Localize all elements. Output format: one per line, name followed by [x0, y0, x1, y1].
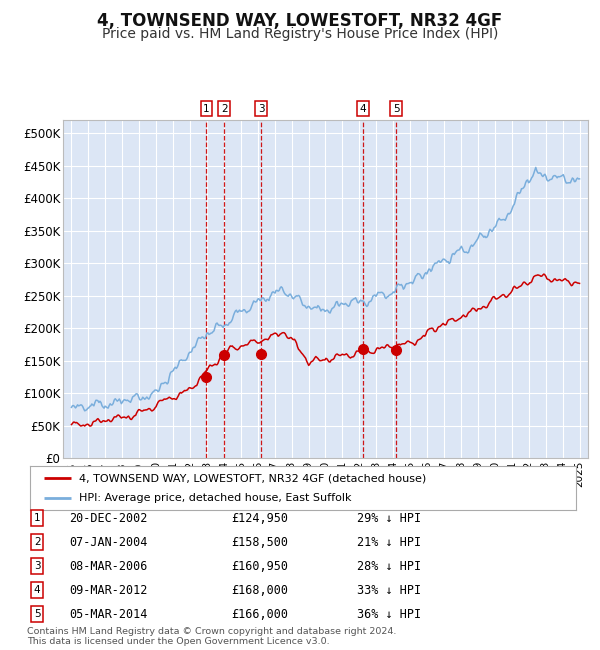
Text: HPI: Average price, detached house, East Suffolk: HPI: Average price, detached house, East…	[79, 493, 352, 503]
Text: 36% ↓ HPI: 36% ↓ HPI	[357, 608, 421, 621]
Text: 29% ↓ HPI: 29% ↓ HPI	[357, 512, 421, 525]
Text: £124,950: £124,950	[231, 512, 288, 525]
Text: 5: 5	[393, 103, 400, 114]
Text: Price paid vs. HM Land Registry's House Price Index (HPI): Price paid vs. HM Land Registry's House …	[102, 27, 498, 42]
Text: 4: 4	[34, 585, 41, 595]
Text: 3: 3	[34, 561, 41, 571]
Text: 20-DEC-2002: 20-DEC-2002	[69, 512, 148, 525]
Text: 33% ↓ HPI: 33% ↓ HPI	[357, 584, 421, 597]
Text: Contains HM Land Registry data © Crown copyright and database right 2024.
This d: Contains HM Land Registry data © Crown c…	[27, 627, 397, 646]
Text: 09-MAR-2012: 09-MAR-2012	[69, 584, 148, 597]
Text: 05-MAR-2014: 05-MAR-2014	[69, 608, 148, 621]
Text: 3: 3	[257, 103, 264, 114]
Text: 4: 4	[359, 103, 366, 114]
Text: 07-JAN-2004: 07-JAN-2004	[69, 536, 148, 549]
Text: £160,950: £160,950	[231, 560, 288, 573]
Text: £166,000: £166,000	[231, 608, 288, 621]
Text: 2: 2	[34, 537, 41, 547]
Text: 5: 5	[34, 609, 41, 619]
Text: 2: 2	[221, 103, 228, 114]
Text: 1: 1	[34, 513, 41, 523]
Text: 1: 1	[203, 103, 210, 114]
Text: 21% ↓ HPI: 21% ↓ HPI	[357, 536, 421, 549]
Text: 4, TOWNSEND WAY, LOWESTOFT, NR32 4GF: 4, TOWNSEND WAY, LOWESTOFT, NR32 4GF	[97, 12, 503, 30]
Text: 08-MAR-2006: 08-MAR-2006	[69, 560, 148, 573]
Text: 28% ↓ HPI: 28% ↓ HPI	[357, 560, 421, 573]
Text: £158,500: £158,500	[231, 536, 288, 549]
Text: 4, TOWNSEND WAY, LOWESTOFT, NR32 4GF (detached house): 4, TOWNSEND WAY, LOWESTOFT, NR32 4GF (de…	[79, 473, 427, 484]
Text: £168,000: £168,000	[231, 584, 288, 597]
